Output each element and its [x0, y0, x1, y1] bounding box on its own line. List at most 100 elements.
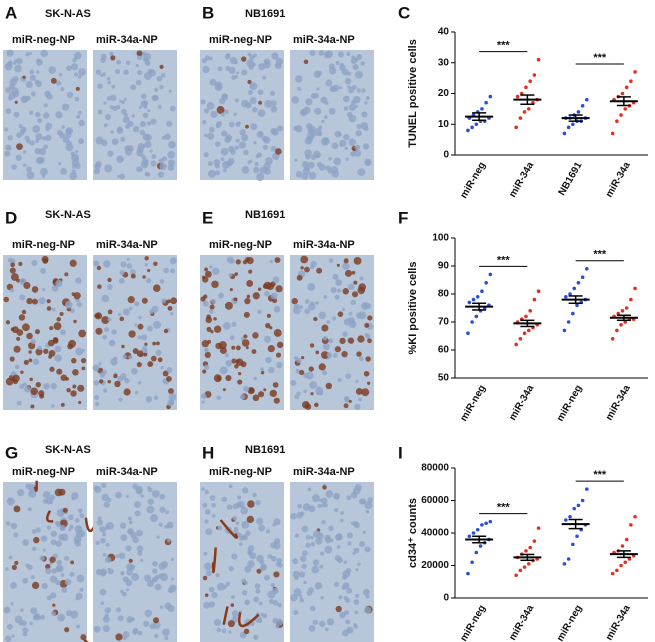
nucleus: [159, 279, 165, 284]
nucleus: [301, 173, 309, 180]
nucleus: [208, 309, 214, 314]
nucleus: [51, 285, 59, 292]
data-point: [524, 314, 528, 319]
nucleus: [256, 568, 262, 574]
nucleus: [118, 277, 125, 284]
nucleus: [16, 57, 23, 65]
nucleus: [16, 329, 24, 336]
nucleus: [320, 504, 324, 508]
nucleus: [235, 521, 240, 525]
nucleus: [244, 297, 251, 305]
nucleus: [146, 505, 155, 514]
nucleus: [118, 552, 126, 560]
nucleus: [263, 388, 267, 392]
nucleus: [226, 504, 233, 510]
nucleus: [159, 506, 166, 513]
nucleus: [247, 79, 252, 85]
data-point: [470, 560, 474, 565]
data-point: [514, 573, 518, 578]
nucleus: [237, 371, 242, 376]
nucleus: [170, 558, 174, 562]
nucleus: [13, 345, 21, 353]
nucleus: [291, 297, 298, 305]
data-point: [467, 300, 472, 305]
data-point: [518, 568, 523, 573]
nucleus: [308, 171, 317, 180]
nucleus: [316, 391, 320, 396]
nucleus: [145, 277, 152, 284]
nucleus: [107, 567, 111, 571]
nucleus: [31, 286, 39, 293]
nucleus: [269, 259, 273, 264]
nucleus: [28, 358, 33, 363]
nucleus: [20, 620, 27, 627]
nucleus: [29, 74, 36, 81]
nucleus: [346, 52, 351, 56]
nucleus: [260, 370, 265, 375]
nucleus: [123, 388, 131, 396]
nucleus: [9, 267, 16, 274]
nucleus: [152, 341, 156, 346]
nucleus: [358, 397, 362, 402]
nucleus: [166, 120, 173, 127]
nucleus: [59, 311, 64, 317]
nucleus: [37, 345, 42, 351]
nucleus: [225, 65, 231, 71]
nucleus: [144, 161, 149, 166]
nucleus: [46, 525, 51, 530]
nucleus: [276, 361, 283, 369]
nucleus: [130, 273, 136, 279]
nucleus: [305, 534, 311, 540]
nucleus: [69, 308, 75, 314]
nucleus: [232, 610, 239, 618]
nucleus: [201, 400, 205, 404]
nucleus: [225, 374, 232, 382]
nucleus: [167, 305, 173, 311]
nucleus: [207, 161, 213, 167]
nucleus: [114, 380, 121, 388]
nucleus: [266, 313, 271, 318]
nucleus: [247, 560, 255, 568]
nucleus: [11, 164, 17, 170]
nucleus: [157, 171, 165, 178]
nucleus: [123, 97, 127, 101]
nucleus: [141, 154, 147, 160]
nucleus: [201, 340, 209, 348]
nucleus: [343, 595, 348, 601]
nucleus: [77, 529, 86, 538]
nucleus: [58, 72, 63, 77]
nucleus: [325, 490, 334, 498]
nucleus: [225, 581, 231, 587]
nucleus: [25, 52, 30, 57]
data-point: [478, 544, 483, 548]
cell-line-title: NB1691: [245, 8, 285, 20]
nucleus: [304, 165, 310, 172]
nucleus: [107, 317, 112, 322]
nucleus: [114, 68, 121, 74]
nucleus: [81, 366, 86, 371]
nucleus: [295, 171, 303, 178]
data-point: [585, 487, 589, 491]
significance-label: ***: [593, 249, 607, 261]
nucleus: [256, 173, 265, 181]
data-point: [466, 128, 470, 133]
nucleus: [25, 138, 31, 144]
nucleus: [215, 141, 221, 147]
nucleus: [263, 61, 271, 69]
nucleus: [293, 125, 299, 131]
nucleus: [14, 100, 18, 104]
nucleus: [241, 534, 248, 541]
nucleus: [76, 301, 82, 308]
nucleus: [79, 513, 85, 519]
nucleus: [334, 555, 341, 562]
nucleus: [46, 306, 52, 311]
nucleus: [255, 517, 264, 525]
nucleus: [16, 400, 22, 406]
nucleus: [39, 555, 45, 561]
nucleus: [49, 556, 56, 563]
nucleus: [64, 272, 69, 277]
nucleus: [273, 518, 281, 526]
nucleus: [100, 526, 107, 533]
nucleus: [102, 72, 106, 77]
nucleus: [361, 111, 368, 118]
